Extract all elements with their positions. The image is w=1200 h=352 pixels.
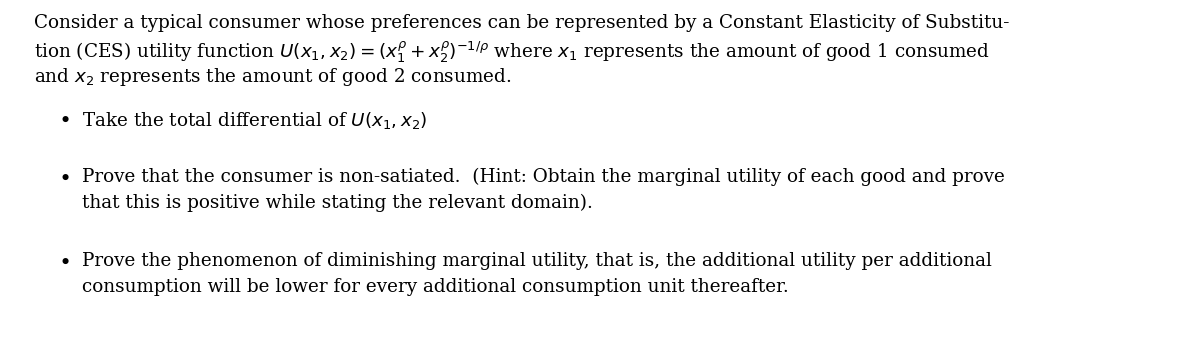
- Text: Take the total differential of $U(x_1, x_2)$: Take the total differential of $U(x_1, x…: [82, 110, 427, 131]
- Text: and $x_2$ represents the amount of good 2 consumed.: and $x_2$ represents the amount of good …: [34, 66, 511, 88]
- Text: $\bullet$: $\bullet$: [58, 168, 70, 187]
- Text: $\bullet$: $\bullet$: [58, 252, 70, 271]
- Text: Prove the phenomenon of diminishing marginal utility, that is, the additional ut: Prove the phenomenon of diminishing marg…: [82, 252, 991, 270]
- Text: that this is positive while stating the relevant domain).: that this is positive while stating the …: [82, 194, 593, 212]
- Text: Prove that the consumer is non-satiated.  (Hint: Obtain the marginal utility of : Prove that the consumer is non-satiated.…: [82, 168, 1004, 186]
- Text: tion (CES) utility function $U(x_1, x_2) = (x_1^{\rho}+x_2^{\rho})^{-1/\rho}$ wh: tion (CES) utility function $U(x_1, x_2)…: [34, 40, 990, 65]
- Text: $\bullet$: $\bullet$: [58, 110, 70, 129]
- Text: Consider a typical consumer whose preferences can be represented by a Constant E: Consider a typical consumer whose prefer…: [34, 14, 1009, 32]
- Text: consumption will be lower for every additional consumption unit thereafter.: consumption will be lower for every addi…: [82, 278, 788, 296]
